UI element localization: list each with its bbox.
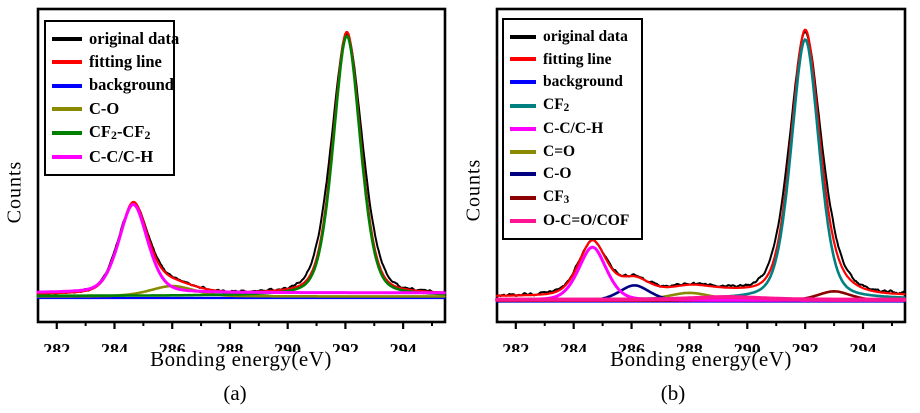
x-tick-label: 292 bbox=[792, 340, 819, 352]
y-axis-label-b: Counts bbox=[462, 158, 485, 222]
legend-swatch-line bbox=[510, 172, 536, 177]
plot-frame bbox=[495, 7, 907, 324]
legend-row-background: background bbox=[510, 74, 635, 90]
legend-label: CF3 bbox=[543, 188, 570, 207]
x-tick-label: 284 bbox=[101, 340, 128, 352]
series-line-c-c-c-h bbox=[36, 203, 446, 295]
legend-row-background: background bbox=[52, 77, 174, 94]
x-tick-label: 288 bbox=[676, 340, 703, 352]
legend-label: background bbox=[543, 73, 623, 91]
legend-label: C-O bbox=[543, 165, 572, 183]
legend-row-cf2-cf2: CF2-CF2 bbox=[52, 121, 167, 143]
legend-label: CF2 bbox=[543, 95, 570, 114]
x-tick-label: 284 bbox=[560, 340, 587, 352]
legend-row-fitting-line: fitting line bbox=[52, 54, 167, 71]
x-axis-label-b: Bonding energy(eV) bbox=[610, 347, 792, 371]
legend-row-c-o: C-O bbox=[52, 98, 167, 118]
legend-row-c-o: C=O bbox=[510, 144, 635, 160]
x-tick-label: 288 bbox=[216, 340, 243, 352]
x-tick-label: 290 bbox=[274, 340, 301, 352]
legend-swatch-line bbox=[510, 103, 536, 108]
x-tick-label: 286 bbox=[159, 340, 186, 352]
legend-label: CF2-CF2 bbox=[89, 121, 151, 143]
legend-row-original-data: original data bbox=[510, 29, 635, 45]
legend-swatch-line bbox=[510, 149, 536, 154]
x-tick-label: 282 bbox=[43, 340, 70, 352]
legend-swatch-line bbox=[510, 219, 536, 224]
chart-a-plot: 282 284 286 288 290 292 294 bbox=[36, 7, 447, 352]
legend-b: original data fitting line background CF2 C-… bbox=[502, 18, 643, 240]
legend-a: original data fitting line background C-O CF… bbox=[44, 20, 179, 176]
chart-a: 282 284 286 288 290 292 294 Counts original da… bbox=[3, 7, 447, 405]
legend-row-fitting-line: fitting line bbox=[510, 52, 635, 68]
legend-label: C-C/C-H bbox=[543, 120, 604, 138]
series-line-o-c-o-cof bbox=[495, 295, 907, 302]
x-tick-label: 290 bbox=[734, 340, 761, 352]
legend-swatch-line bbox=[510, 126, 536, 131]
legend-label: C-C/C-H bbox=[89, 146, 154, 166]
subfigure-label-a: (a) bbox=[223, 381, 247, 405]
legend-label: O-C=O/COF bbox=[543, 212, 630, 230]
legend-row-original-data: original data bbox=[52, 30, 179, 48]
legend-label: fitting line bbox=[543, 50, 612, 68]
series-line-cf2-cf2 bbox=[36, 34, 446, 298]
legend-swatch-line bbox=[52, 106, 82, 111]
legend-label: original data bbox=[543, 28, 628, 46]
x-tick-label: 286 bbox=[618, 340, 645, 352]
legend-row-cf3: CF3 bbox=[510, 189, 635, 206]
legend-swatch-line bbox=[52, 83, 82, 88]
legend-row-c-c-c-h: C-C/C-H bbox=[52, 146, 167, 166]
legend-label: original data bbox=[89, 28, 180, 48]
legend-swatch-line bbox=[52, 130, 82, 135]
legend-label: C-O bbox=[89, 98, 120, 118]
legend-label: C=O bbox=[543, 142, 576, 160]
subfigure-label-b: (b) bbox=[660, 381, 686, 405]
x-axis-label-a: Bonding energy(eV) bbox=[150, 347, 332, 371]
legend-label: background bbox=[89, 75, 174, 95]
chart-b: 282 284 286 288 290 292 294 Counts original da… bbox=[460, 0, 920, 413]
legend-row-cf2: CF2 bbox=[510, 97, 635, 114]
legend-swatch-line bbox=[510, 34, 536, 39]
x-tick-label: 294 bbox=[850, 340, 877, 352]
legend-swatch-line bbox=[52, 60, 82, 65]
legend-row-c-c-c-h: C-C/C-H bbox=[510, 121, 635, 137]
x-tick-label: 282 bbox=[502, 340, 529, 352]
legend-row-o-c-o-cof: O-C=O/COF bbox=[510, 213, 635, 229]
x-tick-label: 292 bbox=[332, 340, 359, 352]
x-tick-label: 294 bbox=[390, 340, 417, 352]
plot-frame bbox=[36, 7, 447, 324]
series-line-fitting-line bbox=[495, 28, 906, 297]
legend-swatch-line bbox=[510, 195, 536, 200]
legend-swatch-line bbox=[52, 154, 82, 159]
legend-label: fitting line bbox=[89, 52, 162, 72]
legend-swatch-line bbox=[510, 57, 536, 62]
legend-row-c-o: C-O bbox=[510, 166, 635, 182]
legend-swatch-line bbox=[52, 37, 82, 42]
chart-b-plot: 282 284 286 288 290 292 294 bbox=[495, 7, 907, 352]
y-axis-label-a: Counts bbox=[3, 160, 26, 224]
legend-swatch-line bbox=[510, 80, 536, 85]
